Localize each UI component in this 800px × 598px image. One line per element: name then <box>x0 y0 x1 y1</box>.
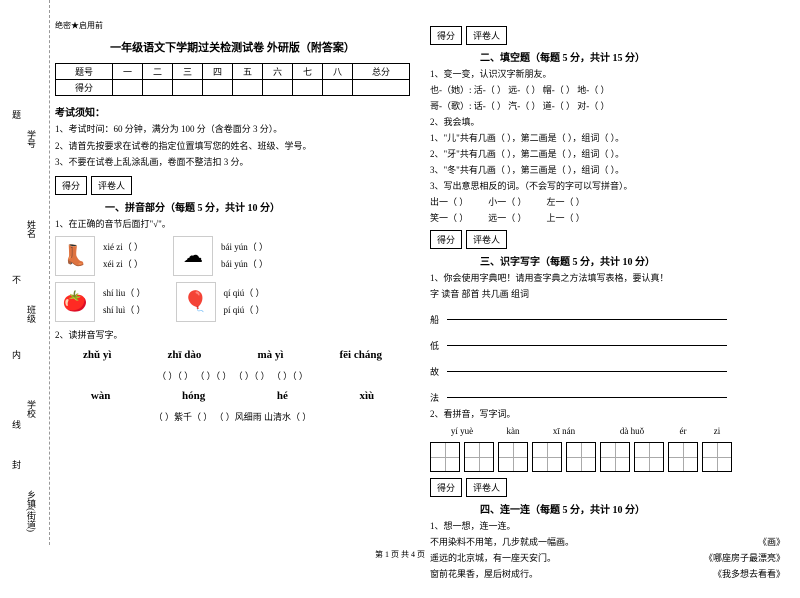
notice-item: 1、考试时间：60 分钟，满分为 100 分（含卷面分 3 分）。 <box>55 123 410 137</box>
sidebar-label: 学号 <box>25 130 38 148</box>
sidebar-label: 乡镇(街道) <box>25 490 38 532</box>
table-header: 字 读音 部首 共几画 组词 <box>430 287 785 300</box>
tian-grid-row <box>430 442 785 472</box>
pinyin-row: wàn hóng hé xìù <box>55 390 410 402</box>
match-row: 窗前花果香，屋后树成行。 《我多想去看看》 <box>430 567 785 580</box>
fill-line: 也-（她）: 活-（ ） 远-（ ） 帽-（ ） 地-（ ） <box>430 83 785 96</box>
sidebar-label: 学校 <box>25 400 38 418</box>
tian-label-row: yí yuè kàn xī nán dà huǒ ér zi <box>430 426 785 436</box>
pinyin-option: bái yún（ ） bái yún（ ） <box>221 239 268 271</box>
th: 三 <box>172 64 202 80</box>
scorer-box: 得分 评卷人 <box>430 478 785 497</box>
tian-cell <box>702 442 732 472</box>
paren-row: （ ）（ ） （ ）（ ） （ ）（ ） （ ）（ ） <box>55 369 410 382</box>
tian-cell <box>668 442 698 472</box>
question: 1、变一变，认识汉字新朋友。 <box>430 67 785 80</box>
sidebar-mark: 题 <box>10 110 23 119</box>
char-row: 低 <box>430 329 785 352</box>
notice-item: 2、请首先按要求在试卷的指定位置填写您的姓名、班级、学号。 <box>55 140 410 154</box>
th: 一 <box>112 64 142 80</box>
image-option-row: 🍅 shí liu（ ） shí luì（ ） 🎈 qí qiú（ ） pí q… <box>55 282 410 322</box>
balloon-icon: 🎈 <box>176 282 216 322</box>
scorer-box: 得分 评卷人 <box>430 26 785 45</box>
cloud-icon: ☁ <box>173 236 213 276</box>
paren-row: （ ）紫千（ ） （ ）风细雨 山清水（ ） <box>55 410 410 423</box>
char-row: 故 <box>430 355 785 378</box>
confidential-label: 绝密★启用前 <box>55 20 410 31</box>
question: 1、想一想，连一连。 <box>430 519 785 532</box>
score-table: 题号 一 二 三 四 五 六 七 八 总分 得分 <box>55 63 410 96</box>
left-column: 绝密★启用前 一年级语文下学期过关检测试卷 外研版（附答案） 题号 一 二 三 … <box>55 20 410 583</box>
tian-cell <box>634 442 664 472</box>
tian-cell <box>464 442 494 472</box>
section-1-title: 一、拼音部分（每题 5 分，共计 10 分） <box>105 199 410 214</box>
pinyin-option: shí liu（ ） shí luì（ ） <box>103 285 146 317</box>
th: 总分 <box>352 64 409 80</box>
question: 1、你会使用字典吧！请用查字典之方法填写表格，要认真！ <box>430 271 785 284</box>
sidebar-mark: 线 <box>10 420 23 429</box>
question: 2、我会填。 <box>430 115 785 128</box>
pinyin-option: xié zi（ ） xéi zi（ ） <box>103 239 143 271</box>
grader-cell: 评卷人 <box>91 176 132 195</box>
notice-item: 3、不要在试卷上乱涂乱画，卷面不整洁扣 3 分。 <box>55 156 410 170</box>
tian-cell <box>566 442 596 472</box>
section-2-title: 二、填空题（每题 5 分，共计 15 分） <box>480 49 785 64</box>
td: 得分 <box>56 80 113 96</box>
fill-line: 1、"儿"共有几画（ ），第二画是（ ），组词（ ）。 <box>430 131 785 144</box>
th: 八 <box>322 64 352 80</box>
image-option-row: 👢 xié zi（ ） xéi zi（ ） ☁ bái yún（ ） bái y… <box>55 236 410 276</box>
right-column: 得分 评卷人 二、填空题（每题 5 分，共计 15 分） 1、变一变，认识汉字新… <box>430 20 785 583</box>
tian-cell <box>498 442 528 472</box>
th: 六 <box>262 64 292 80</box>
pinyin-option: qí qiú（ ） pí qiú（ ） <box>224 285 265 317</box>
sidebar-label: 班级 <box>25 305 38 323</box>
notice-heading: 考试须知： <box>55 104 410 119</box>
th: 二 <box>142 64 172 80</box>
scorer-box: 得分 评卷人 <box>430 230 785 249</box>
pinyin-row: zhǔ yì zhī dào mà yì fēi cháng <box>55 349 410 361</box>
tian-cell <box>600 442 630 472</box>
pomegranate-icon: 🍅 <box>55 282 95 322</box>
question: 1、在正确的音节后面打"√"。 <box>55 217 410 230</box>
match-row: 不用染料不用笔，几步就成一幅画。 《画》 <box>430 535 785 548</box>
page-content: 绝密★启用前 一年级语文下学期过关检测试卷 外研版（附答案） 题号 一 二 三 … <box>0 0 800 598</box>
th: 五 <box>232 64 262 80</box>
question: 2、读拼音写字。 <box>55 328 410 341</box>
th: 四 <box>202 64 232 80</box>
section-4-title: 四、连一连（每题 5 分，共计 10 分） <box>480 501 785 516</box>
fill-row: 出一（ ） 小一（ ） 左一（ ） <box>430 195 785 208</box>
boot-icon: 👢 <box>55 236 95 276</box>
fill-line: 2、"牙"共有几画（ ），第二画是（ ），组词（ ）。 <box>430 147 785 160</box>
score-cell: 得分 <box>55 176 87 195</box>
fill-line: 3、"冬"共有几画（ ），第三画是（ ），组词（ ）。 <box>430 163 785 176</box>
question: 3、写出意思相反的词。（不会写的字可以写拼音）。 <box>430 179 785 192</box>
binding-sidebar: 乡镇(街道) 学校 班级 姓名 学号 封 线 内 不 题 <box>0 0 50 545</box>
section-3-title: 三、识字写字（每题 5 分，共计 10 分） <box>480 253 785 268</box>
tian-cell <box>430 442 460 472</box>
th: 题号 <box>56 64 113 80</box>
fill-row: 笑一（ ） 远一（ ） 上一（ ） <box>430 211 785 224</box>
th: 七 <box>292 64 322 80</box>
question: 2、看拼音，写字词。 <box>430 407 785 420</box>
page-footer: 第 1 页 共 4 页 <box>0 549 800 560</box>
tian-cell <box>532 442 562 472</box>
sidebar-mark: 不 <box>10 275 23 284</box>
sidebar-mark: 封 <box>10 460 23 469</box>
fill-line: 哥-（歌）: 话-（ ） 汽-（ ） 道-（ ） 对-（ ） <box>430 99 785 112</box>
exam-title: 一年级语文下学期过关检测试卷 外研版（附答案） <box>55 39 410 55</box>
scorer-box: 得分 评卷人 <box>55 176 410 195</box>
sidebar-mark: 内 <box>10 350 23 359</box>
char-row: 船 <box>430 303 785 326</box>
char-row: 法 <box>430 381 785 404</box>
sidebar-label: 姓名 <box>25 220 38 238</box>
